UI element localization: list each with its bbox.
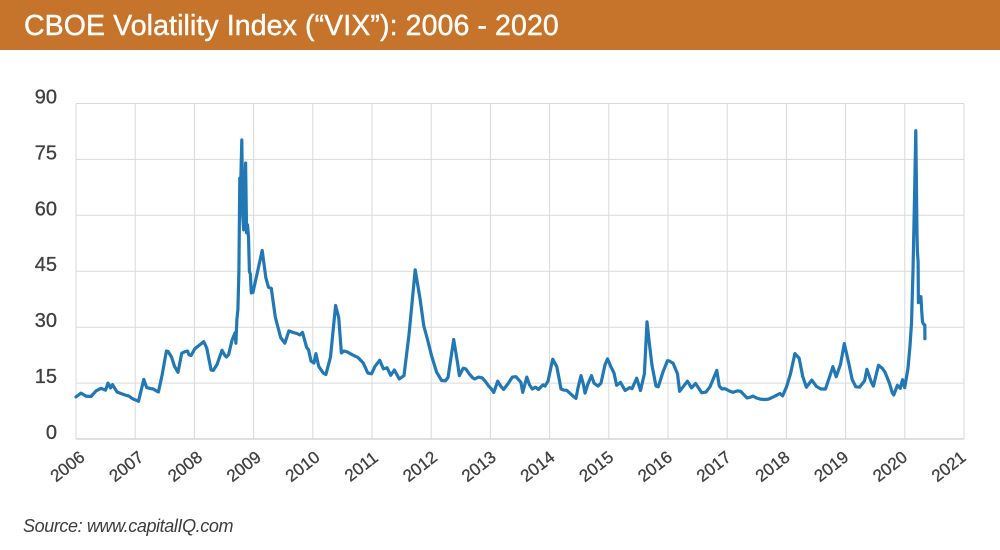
svg-text:60: 60: [35, 198, 57, 220]
svg-text:2016: 2016: [634, 448, 676, 486]
svg-text:2018: 2018: [752, 448, 794, 486]
svg-text:2011: 2011: [341, 448, 382, 485]
svg-text:2010: 2010: [282, 448, 324, 486]
svg-text:2021: 2021: [928, 448, 970, 486]
svg-text:2012: 2012: [399, 448, 441, 486]
svg-text:2013: 2013: [458, 448, 500, 486]
svg-text:2006: 2006: [47, 448, 89, 486]
svg-text:90: 90: [35, 87, 57, 109]
svg-text:2020: 2020: [869, 448, 911, 486]
svg-text:2019: 2019: [811, 448, 853, 486]
svg-text:15: 15: [35, 366, 57, 388]
svg-text:2017: 2017: [693, 448, 735, 486]
svg-text:2014: 2014: [517, 448, 559, 486]
svg-text:45: 45: [35, 254, 57, 276]
svg-text:2015: 2015: [576, 448, 618, 486]
svg-text:2009: 2009: [223, 448, 265, 486]
svg-text:0: 0: [46, 422, 57, 444]
svg-text:75: 75: [35, 142, 57, 164]
svg-text:2007: 2007: [106, 448, 148, 486]
svg-text:2008: 2008: [164, 448, 206, 486]
svg-text:30: 30: [35, 310, 57, 332]
